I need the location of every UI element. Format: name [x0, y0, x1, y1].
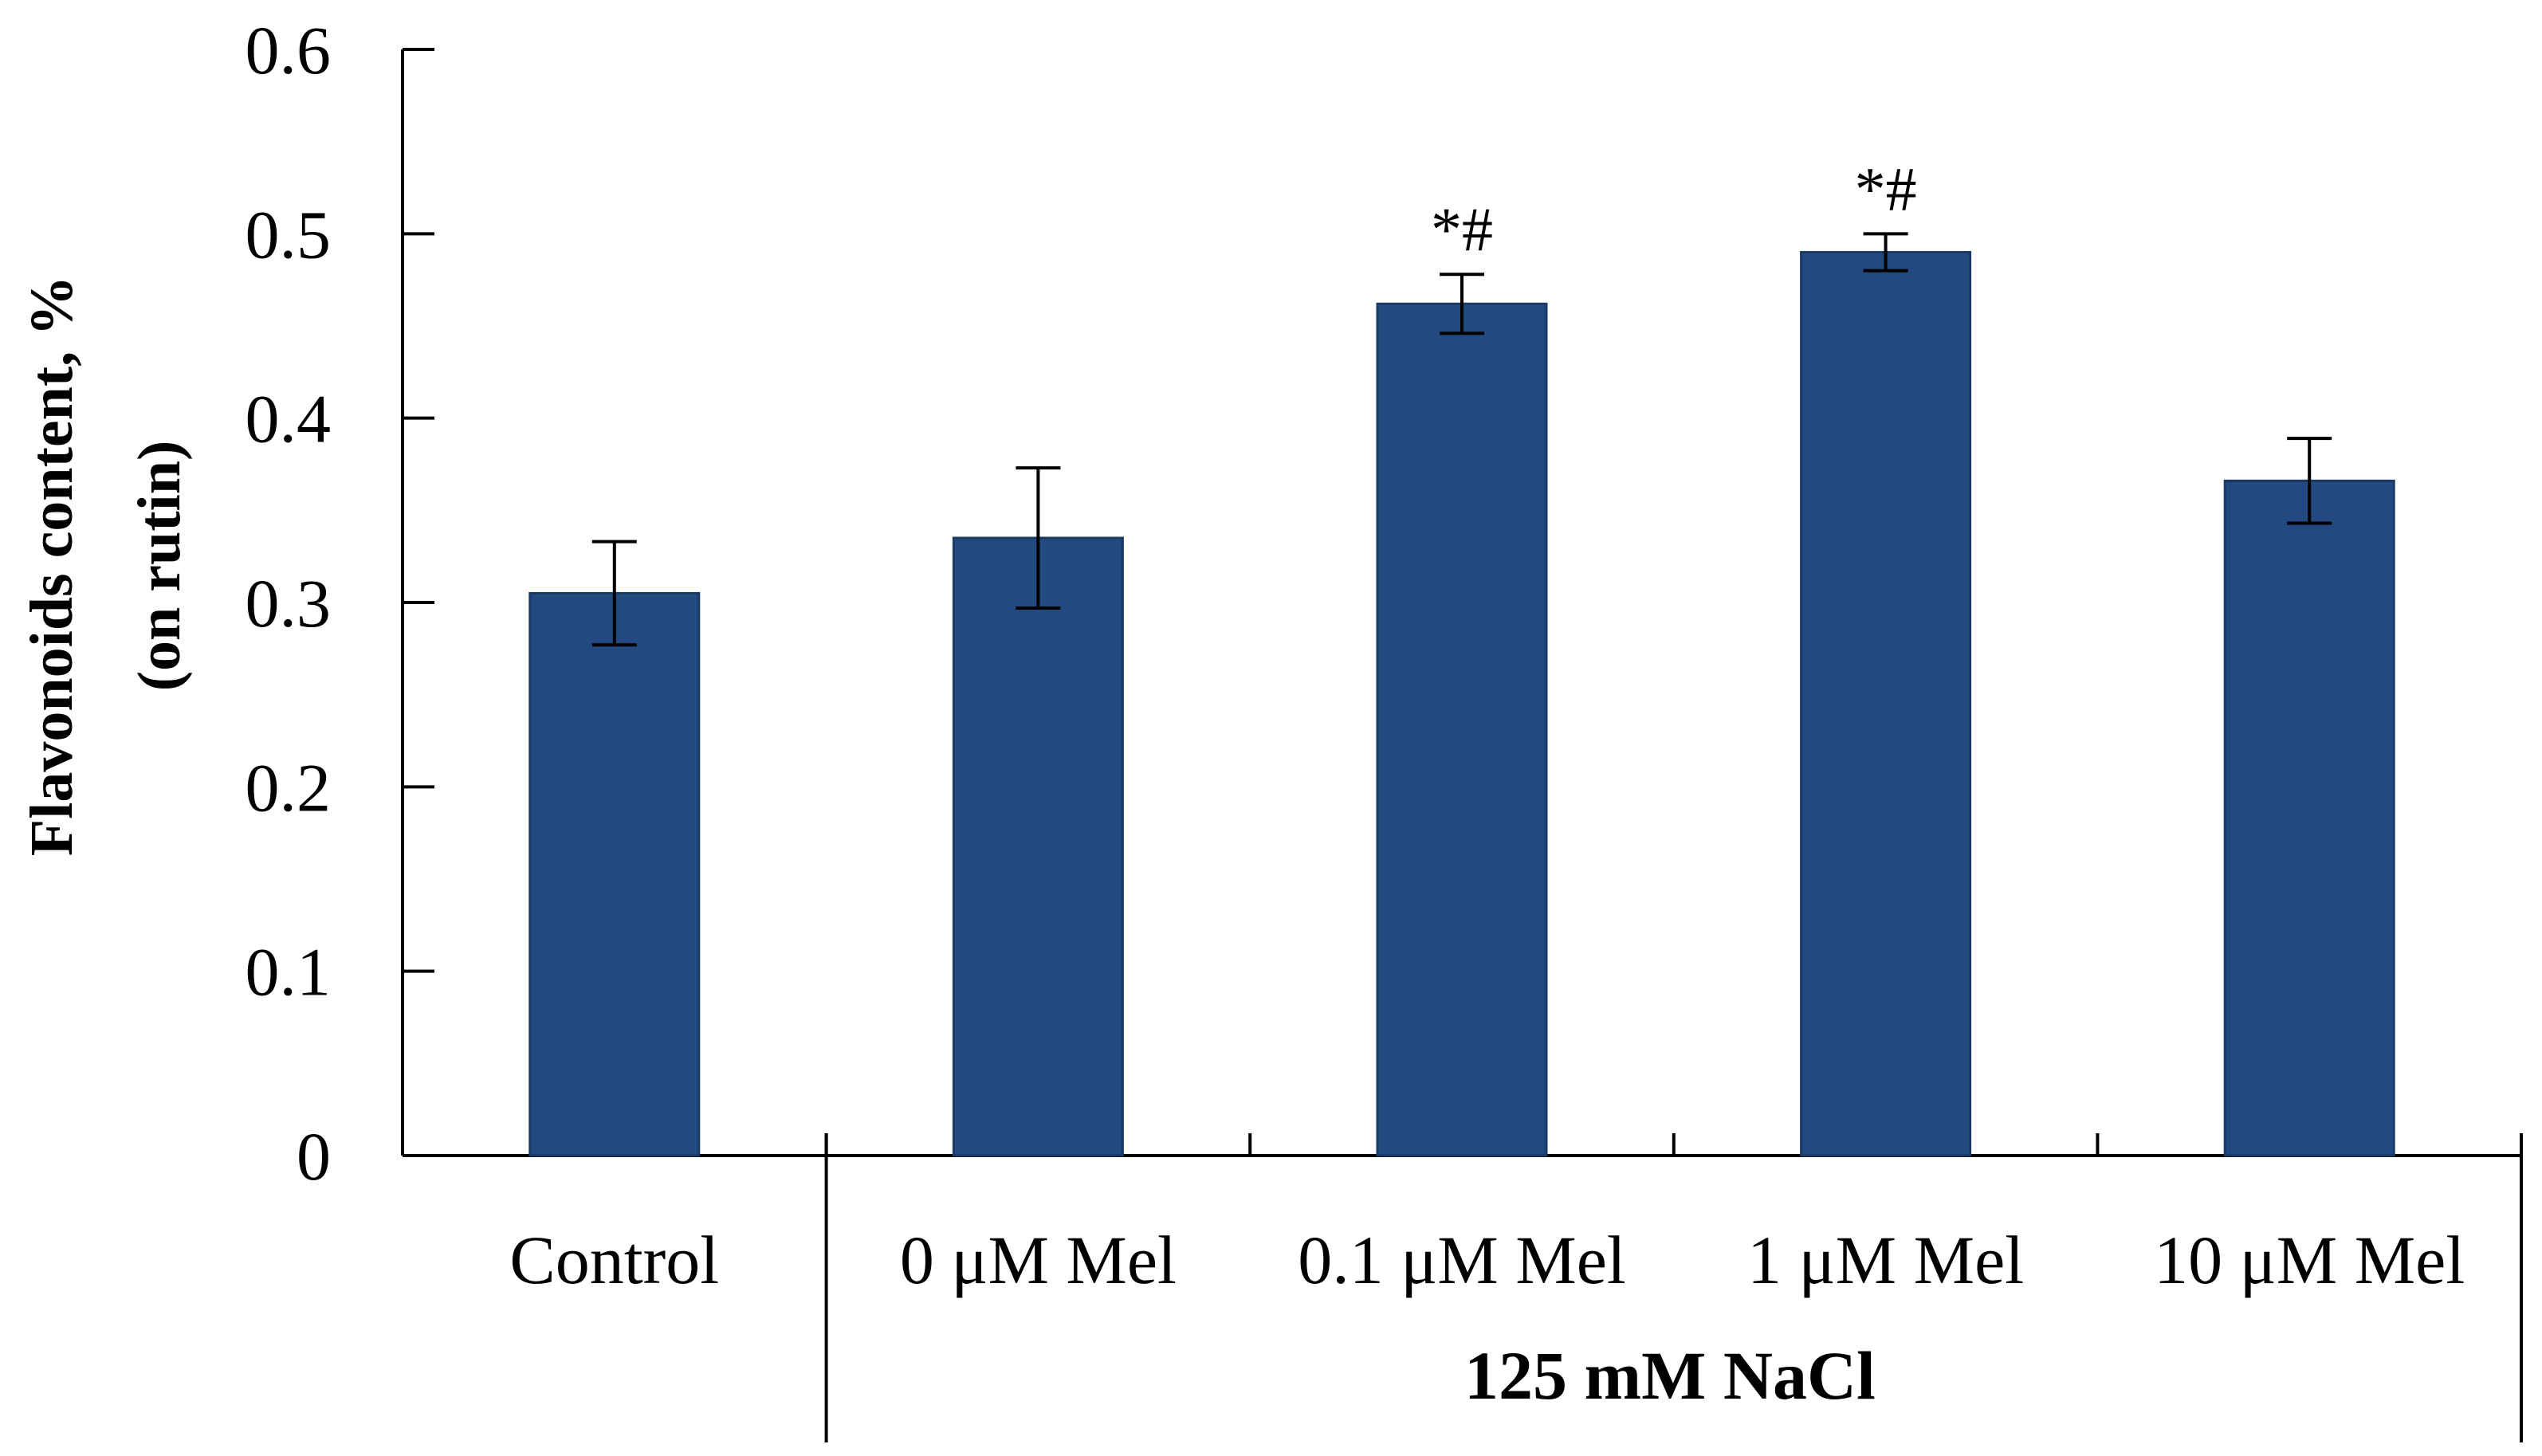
- bar: [2223, 479, 2395, 1157]
- plot-area: 0 0.1 0.2 0.3 0.4 0.5 0.6 Control 0 μM Mel *# 0.1 …: [246, 12, 2523, 1442]
- bar: [528, 591, 701, 1157]
- group-label: 125 mM NaCl: [1464, 1337, 1876, 1414]
- y-tick-label: 0.6: [246, 12, 332, 88]
- x-category-label: 0 μM Mel: [900, 1222, 1177, 1298]
- y-tick-label: 0.4: [246, 381, 332, 457]
- significance-marker: *#: [1855, 154, 1917, 223]
- x-category-label: 10 μM Mel: [2154, 1222, 2465, 1298]
- y-tick-label: 0: [297, 1118, 331, 1195]
- y-axis-label: Flavonoids content, % (on rutin): [18, 276, 193, 856]
- x-category-label: Control: [509, 1222, 719, 1298]
- y-axis-label-line1: Flavonoids content, %: [18, 276, 85, 856]
- y-tick-label: 0.1: [246, 934, 332, 1011]
- y-tick-label: 0.2: [246, 749, 332, 826]
- y-tick-label: 0.5: [246, 196, 332, 273]
- x-category-label: 1 μM Mel: [1747, 1222, 2024, 1298]
- bar: [1800, 250, 1972, 1157]
- y-axis-label-line2: (on rutin): [126, 441, 193, 692]
- significance-marker: *#: [1431, 194, 1493, 264]
- bar: [952, 536, 1124, 1157]
- x-category-label: 0.1 μM Mel: [1298, 1222, 1626, 1298]
- bar: [1376, 302, 1548, 1157]
- y-tick-label: 0.3: [246, 565, 332, 642]
